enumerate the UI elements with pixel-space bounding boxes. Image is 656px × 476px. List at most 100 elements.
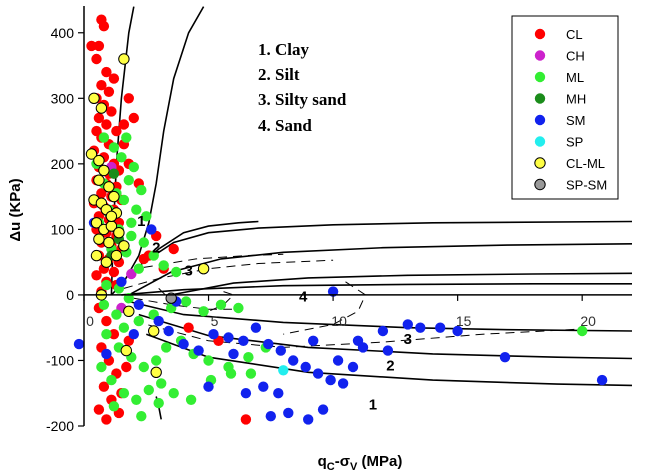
point-sm-20 (258, 381, 269, 392)
zone-label-4: 3 (404, 331, 412, 348)
point-sm-16 (312, 368, 324, 379)
point-cl-9 (108, 73, 120, 84)
x-tick-label-4: 20 (580, 313, 596, 329)
legend-label-cl: CL (566, 27, 583, 42)
point-sm-3 (133, 299, 144, 310)
point-sm-38 (228, 348, 239, 360)
point-sm-19 (347, 361, 359, 373)
point-ml-3 (116, 152, 127, 163)
point-cl-ml-17 (103, 236, 115, 249)
point-cl-50 (123, 93, 134, 104)
y-tick-label-5: 300 (51, 90, 75, 106)
point-cl-4 (101, 66, 112, 78)
point-ml-64 (126, 217, 137, 228)
point-sm-5 (163, 325, 174, 337)
point-ml-41 (161, 342, 172, 353)
point-sm-27 (377, 325, 389, 337)
point-cl-ml-12 (90, 217, 103, 229)
point-cl-12 (106, 106, 117, 117)
zone-label-6: 1 (369, 397, 377, 414)
point-sm-25 (317, 404, 329, 415)
boundary-dashed-2 (208, 291, 235, 312)
point-ml-62 (577, 325, 588, 337)
point-ml-14 (158, 260, 169, 271)
point-cl-ml-1 (118, 53, 130, 65)
point-cl-74 (183, 322, 194, 333)
point-sm-28 (402, 319, 413, 330)
point-mh-0 (108, 168, 120, 179)
point-cl-10 (93, 112, 105, 124)
point-cl-61 (101, 315, 112, 327)
point-cl-ml-19 (90, 249, 103, 262)
point-cl-66 (98, 381, 110, 392)
point-ml-51 (143, 384, 154, 396)
point-ml-27 (111, 309, 122, 320)
point-ml-8 (131, 204, 142, 215)
point-cl-ml-28 (93, 174, 105, 186)
y-tick-label-3: 100 (51, 221, 75, 237)
point-sm-44 (128, 329, 139, 340)
point-ml-6 (136, 184, 147, 196)
x-axis-title: qC-σV (MPa) (318, 453, 403, 473)
point-ml-9 (141, 211, 152, 222)
boundary-solid-3 (148, 220, 633, 260)
boundary-solid-6 (121, 283, 632, 296)
point-ml-49 (118, 388, 130, 399)
point-cl-72 (121, 361, 132, 373)
point-ml-5 (123, 175, 134, 186)
point-cl-ml-25 (148, 325, 160, 337)
x-tick-label-0: 0 (86, 313, 94, 329)
zone-key: 1. Clay 2. Silt 3. Silty sand 4. Sand (258, 40, 347, 135)
x-axis-title-main: q (318, 453, 327, 470)
legend-label-cl-ml: CL-ML (566, 156, 605, 171)
point-ml-35 (233, 302, 244, 314)
point-ml-12 (138, 237, 149, 248)
point-cl-62 (108, 329, 120, 340)
point-ml-36 (101, 329, 112, 340)
point-ml-61 (153, 397, 164, 409)
point-sm-15 (300, 361, 311, 373)
point-cl-ml-4 (93, 154, 105, 167)
point-ml-57 (245, 368, 257, 379)
point-sm-36 (308, 335, 319, 346)
point-ml-46 (243, 352, 254, 363)
point-ml-40 (151, 355, 162, 366)
zone-key-4: 4. Sand (258, 116, 312, 135)
point-sm-18 (337, 378, 349, 389)
point-ml-33 (198, 306, 209, 317)
point-cl-ml-18 (110, 249, 123, 262)
legend-marker-cl-ml (534, 157, 546, 169)
point-ml-15 (171, 266, 182, 278)
point-ml-54 (185, 394, 197, 405)
point-cl-70 (101, 414, 112, 425)
y-tick-label-0: -200 (46, 418, 74, 434)
legend-marker-sp-sm (534, 178, 546, 191)
y-tick-label-1: -100 (46, 352, 74, 368)
point-cl-45 (108, 266, 120, 278)
point-ml-50 (131, 394, 142, 405)
zone-label-5: 2 (386, 357, 394, 374)
y-tick-label-2: 0 (66, 287, 74, 303)
point-ml-39 (138, 361, 149, 373)
legend-label-ml: ML (566, 70, 584, 85)
point-cl-57 (168, 243, 179, 255)
boundary-solid-7 (128, 300, 633, 332)
point-sm-37 (382, 345, 394, 356)
point-sm-23 (265, 411, 276, 422)
point-cl-5 (96, 80, 107, 91)
point-ml-29 (133, 315, 144, 327)
legend-label-sm: SM (566, 113, 586, 128)
point-ml-11 (126, 230, 137, 242)
point-ml-34 (215, 299, 227, 310)
point-sm-30 (435, 322, 446, 333)
point-cl-ml-3 (85, 148, 98, 160)
point-sm-43 (101, 348, 112, 360)
boundary-solid-5 (171, 272, 633, 296)
point-cl-68 (93, 404, 105, 415)
point-cl-ml-21 (118, 240, 130, 252)
point-cl-ml-5 (98, 164, 110, 177)
data-points (73, 14, 608, 425)
point-sm-2 (146, 224, 157, 235)
